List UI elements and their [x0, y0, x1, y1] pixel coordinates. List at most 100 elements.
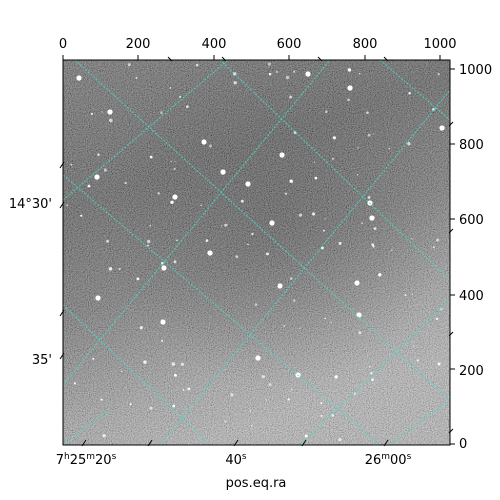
star: [201, 139, 207, 145]
star: [195, 63, 199, 67]
star: [149, 406, 153, 410]
star: [182, 389, 185, 391]
top-tick-label: 800: [353, 37, 378, 52]
star: [325, 110, 328, 113]
star: [285, 75, 290, 80]
star: [314, 176, 318, 180]
star: [103, 168, 108, 172]
star: [172, 194, 178, 200]
right-tick-label: 1000: [459, 63, 492, 78]
wcs-tick-mark: [301, 439, 307, 447]
star: [298, 213, 303, 217]
star: [321, 246, 324, 250]
star: [358, 72, 361, 75]
grid-line: [379, 60, 450, 121]
star: [106, 239, 110, 243]
star: [92, 357, 95, 361]
right-axis: 0 200 400 600 800 1000: [459, 63, 492, 452]
star: [161, 339, 164, 342]
wcs-tick-mark: [383, 56, 389, 62]
star: [320, 414, 323, 417]
star: [437, 73, 440, 76]
star: [293, 70, 296, 73]
right-tick-label: 600: [459, 213, 484, 228]
pixel-axis-ticks: [62, 55, 455, 445]
grid-line: [63, 60, 331, 386]
wcs-tick-mark: [147, 439, 153, 447]
star: [369, 365, 371, 368]
star: [66, 204, 69, 207]
star: [332, 136, 336, 140]
star: [233, 81, 237, 85]
right-tick-label: 200: [459, 364, 484, 379]
star: [160, 111, 163, 114]
grid-line: [63, 174, 381, 445]
wcs-tick-mark: [59, 352, 65, 360]
star: [226, 224, 228, 226]
star: [149, 155, 153, 159]
star: [95, 295, 101, 301]
star: [404, 294, 407, 296]
right-tick-label: 800: [459, 138, 484, 153]
star: [173, 167, 176, 170]
star: [209, 144, 212, 148]
star: [235, 255, 239, 258]
star: [347, 68, 352, 72]
star: [388, 147, 390, 150]
star: [292, 299, 296, 302]
star: [284, 192, 288, 195]
star: [369, 215, 375, 221]
star: [411, 238, 413, 240]
left-tick-label: 35': [32, 353, 52, 368]
star: [157, 192, 160, 195]
star: [121, 370, 123, 373]
star: [347, 98, 350, 102]
star: [94, 174, 100, 180]
wcs-tick-mark: [59, 161, 65, 169]
star: [358, 331, 362, 335]
star: [323, 229, 325, 232]
star: [407, 141, 411, 146]
star: [289, 95, 293, 99]
grid-line: [159, 89, 450, 445]
star: [200, 204, 203, 207]
star: [172, 404, 176, 408]
wcs-tick-mark: [448, 121, 454, 127]
star: [73, 382, 76, 385]
wcs-tick-mark: [59, 201, 65, 209]
star: [290, 388, 293, 391]
star: [268, 383, 272, 386]
right-tick-label: 0: [459, 437, 467, 452]
star: [313, 161, 316, 163]
star: [432, 246, 435, 249]
grid-line: [389, 399, 450, 445]
star: [170, 200, 174, 204]
grid-line: [219, 60, 450, 281]
star: [160, 319, 166, 325]
grid-line: [63, 409, 111, 445]
star: [299, 327, 301, 330]
star: [161, 265, 167, 271]
star: [249, 410, 252, 412]
wcs-ticks: [59, 56, 454, 447]
star: [220, 225, 223, 227]
star: [372, 245, 375, 248]
star: [171, 362, 176, 366]
stars: [66, 62, 445, 442]
star: [76, 75, 82, 81]
star: [247, 243, 249, 246]
star: [173, 260, 177, 264]
star: [439, 125, 445, 131]
star: [251, 232, 254, 236]
star: [179, 95, 182, 98]
star: [408, 91, 411, 95]
star: [324, 218, 326, 220]
star: [357, 147, 359, 149]
star: [170, 160, 172, 163]
top-tick-label: 600: [277, 37, 302, 52]
star: [90, 112, 93, 115]
star: [254, 303, 258, 306]
star: [311, 212, 316, 216]
star: [70, 163, 73, 166]
star: [205, 239, 209, 242]
